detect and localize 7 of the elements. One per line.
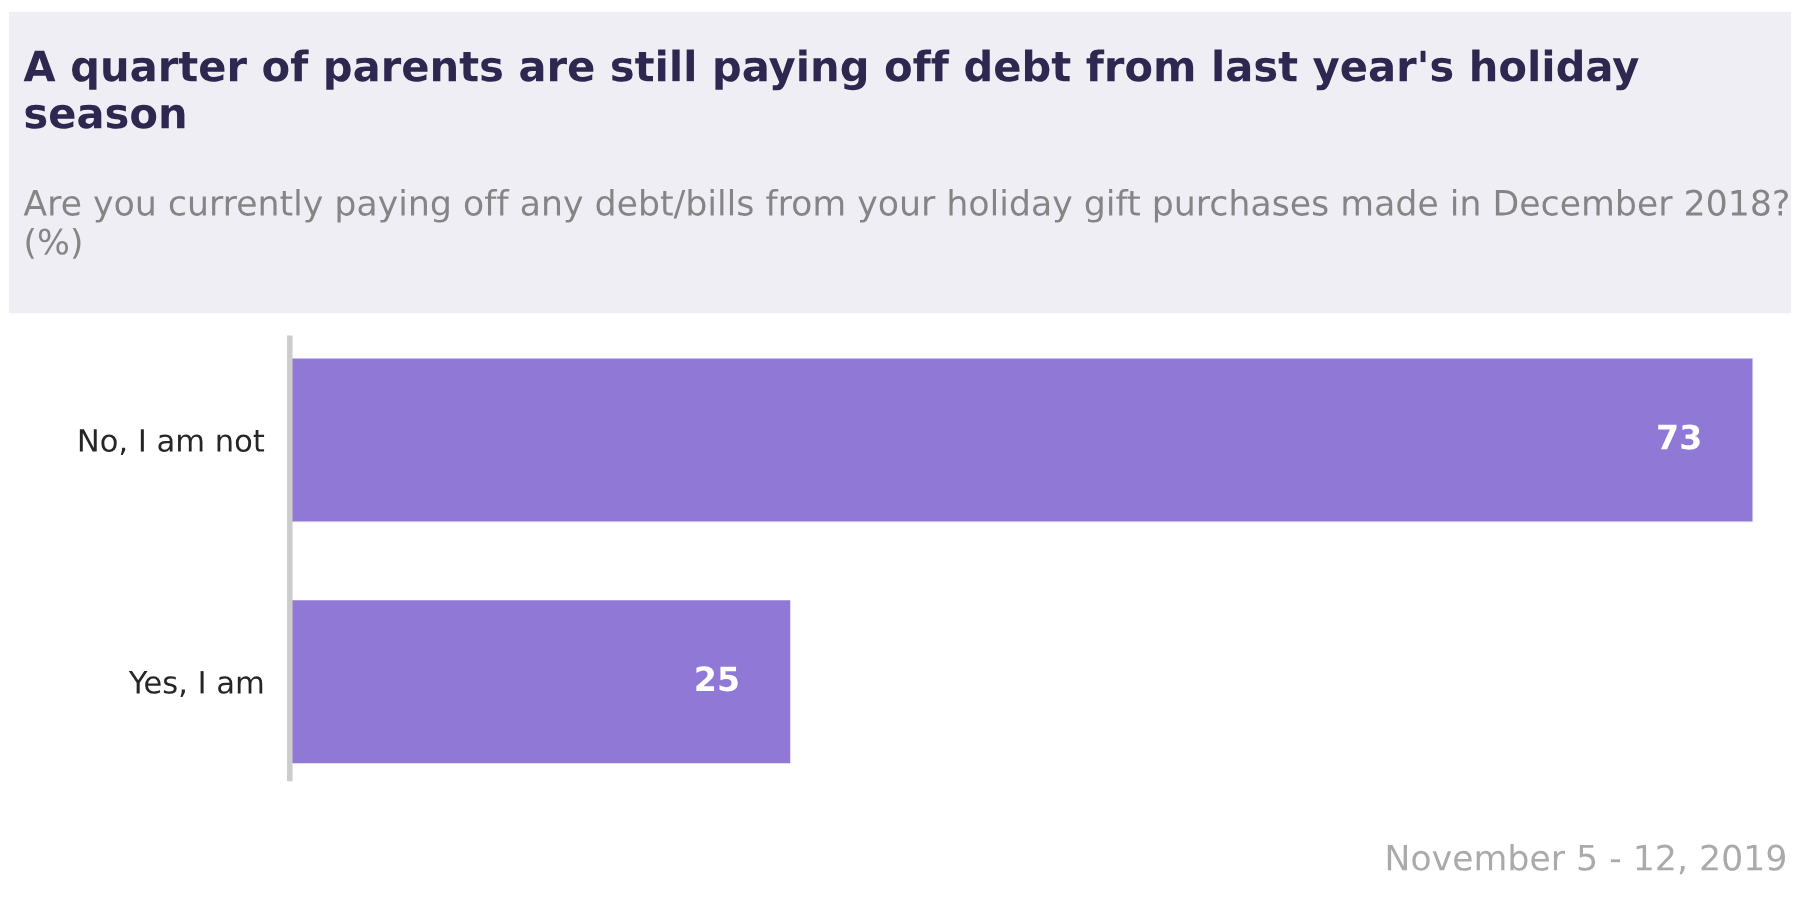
data-label: 25 [696,666,738,692]
text: November 5 - 12, 2019 [1387,843,1785,875]
data-label: 73 [1658,424,1700,450]
chart-title: A quarter of parents are still paying off debt from last year's holiday season [23,49,1639,129]
y-tick-label: No, I am not [79,429,265,456]
chart-subtitle: Are you currently paying off any debt/bills from your holiday gift purchases made in December 2018? (%) [23,189,1788,259]
y-tick-label: Yes, I am [128,671,263,697]
